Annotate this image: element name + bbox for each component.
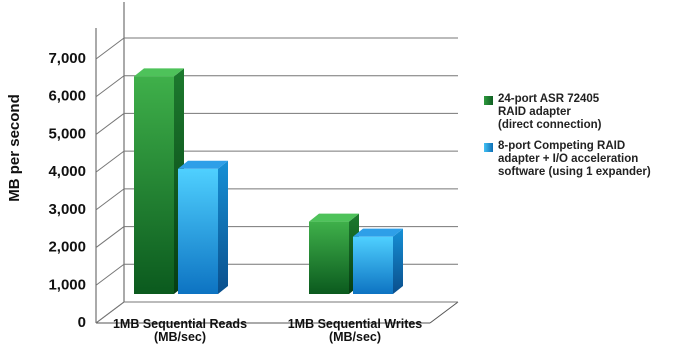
bar (353, 228, 403, 294)
bar-top (353, 228, 403, 237)
x-tick-label: 1MB Sequential Writes (288, 317, 423, 331)
x-tick-labels: 1MB Sequential Reads(MB/sec)1MB Sequenti… (113, 317, 422, 344)
bar (134, 68, 184, 295)
bar-front (309, 221, 349, 294)
gridline-diagonal (95, 37, 125, 60)
y-axis-label: MB per second (6, 94, 23, 202)
bar-front (178, 168, 218, 294)
legend-label: 8-port Competing RAID adapter + I/O acce… (498, 140, 651, 178)
bar-front (134, 76, 174, 295)
y-tick-label: 2,000 (48, 239, 86, 256)
y-tick-label: 1,000 (48, 276, 86, 293)
y-tick-label: 4,000 (48, 163, 86, 180)
gridline-diagonal (95, 75, 125, 98)
bar-top (309, 213, 359, 222)
legend-label: 24-port ASR 72405 RAID adapter (direct c… (498, 93, 602, 131)
legend-item-series-1: 24-port ASR 72405 RAID adapter (direct c… (484, 93, 674, 132)
bar-top (178, 160, 228, 169)
gridline-diagonal (95, 263, 125, 286)
legend-item-series-2: 8-port Competing RAID adapter + I/O acce… (484, 140, 674, 179)
bar-front (353, 236, 393, 294)
y-tick-label: 3,000 (48, 201, 86, 218)
bar (309, 213, 359, 294)
legend-swatch-green (484, 96, 493, 105)
gridline-diagonal (95, 226, 125, 248)
y-tick-labels: 0 1,000 2,000 3,000 4,000 5,000 6,000 7,000 (48, 50, 86, 331)
x-tick-label: (MB/sec) (329, 330, 381, 344)
x-tick-label: 1MB Sequential Reads (113, 317, 247, 331)
gridline-diagonal (95, 188, 125, 211)
legend: 24-port ASR 72405 RAID adapter (direct c… (484, 93, 674, 187)
y-tick-label: 6,000 (48, 88, 86, 105)
gridline-diagonal (95, 113, 125, 135)
bar-top (134, 68, 184, 77)
gridline-diagonal (95, 301, 125, 324)
bars (134, 68, 403, 295)
x-tick-label: (MB/sec) (154, 330, 206, 344)
legend-swatch-blue (484, 143, 493, 152)
y-tick-label: 5,000 (48, 125, 86, 142)
gridline-diagonal (95, 150, 125, 173)
y-tick-label: 0 (78, 314, 86, 331)
bar (178, 160, 228, 294)
y-tick-label: 7,000 (48, 50, 86, 67)
bar-side (393, 228, 403, 294)
bar-side (218, 160, 228, 294)
